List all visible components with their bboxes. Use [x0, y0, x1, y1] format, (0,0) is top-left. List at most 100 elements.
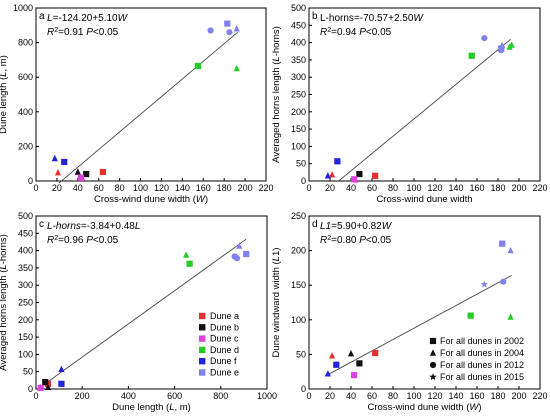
panel-b-y-tick-label: 400: [291, 38, 306, 48]
panel-a-x-tick-label: 0: [33, 183, 38, 193]
panel-d-x-tick-label: 120: [427, 391, 442, 401]
panel-b-data-point: [352, 176, 359, 183]
panel-d-x-tick-label: 40: [346, 391, 356, 401]
panel-c-legend-label: Dune c: [210, 334, 239, 344]
panel-d-y-tick-label: 50: [296, 349, 306, 359]
panel-d-legend-marker: [429, 373, 437, 381]
panel-c-x-tick-label: 600: [167, 391, 182, 401]
panel-c-y-tick-label: 500: [18, 211, 33, 221]
panel-d-stats: R2=0.80 P<0.05: [320, 235, 392, 247]
panel-b-data-point: [468, 52, 475, 59]
panel-a-data-point: [194, 62, 202, 70]
panel-c-y-tick-label: 400: [18, 246, 33, 256]
panel-d-x-tick-label: 80: [388, 391, 398, 401]
panel-b-x-tick-label: 40: [346, 183, 356, 193]
panel-d-x-tick-label: 60: [367, 391, 377, 401]
panel-a-data-point: [233, 64, 240, 72]
panel-a-fit-line: [58, 31, 239, 184]
panel-d-data-point: [372, 349, 379, 357]
panel-b-y-tick-label: 350: [291, 55, 306, 65]
panel-b-fit-line: [338, 38, 511, 182]
panel-a-x-tick-label: 120: [154, 183, 169, 193]
panel-d-y-tick-label: 250: [291, 211, 306, 221]
panel-c-legend-swatch: [199, 369, 206, 376]
panel-c-legend-swatch: [199, 346, 206, 354]
panel-c-y-tick-label: 200: [18, 315, 33, 325]
panel-a-x-tick-label: 220: [258, 183, 273, 193]
panel-b-data-point: [499, 41, 506, 49]
panel-a-x-axis-title: Cross-wind dune width (W): [94, 194, 208, 205]
panel-a-x-tick-label: 160: [196, 183, 211, 193]
panel-c-data-point: [236, 242, 243, 249]
panel-c-letter: c: [39, 219, 44, 230]
panel-d-x-tick-label: 200: [511, 391, 526, 401]
panel-d-legend-marker: [429, 337, 437, 345]
panel-d-y-axis-title: Dune windward width (L1): [271, 248, 282, 358]
panel-a-data-point: [99, 168, 107, 176]
panel-d-y-tick-label: 100: [291, 315, 306, 325]
panel-b-x-tick-label: 180: [490, 183, 505, 193]
panel-c-data-point: [58, 365, 65, 372]
panel-c-data-point: [58, 380, 65, 387]
panel-c-legend-swatch: [199, 358, 206, 365]
panel-b-y-tick-label: 100: [291, 141, 306, 151]
panel-c-legend-swatch: [199, 312, 206, 320]
panel-d-x-axis-title: Cross-wind dune width (W): [367, 402, 481, 413]
panel-c-x-tick-label: 200: [75, 391, 90, 401]
panel-c-legend-label: Dune a: [210, 311, 239, 321]
panel-a-y-tick-label: 800: [18, 38, 33, 48]
panel-c-data-point: [44, 383, 52, 390]
panel-b-letter: b: [312, 11, 318, 22]
panel-d-x-tick-label: 20: [325, 391, 335, 401]
panel-b-data-point: [356, 170, 363, 178]
panel-b-y-tick-label: 200: [291, 107, 306, 117]
panel-a-letter: a: [39, 11, 45, 22]
panel-a-data-point: [83, 170, 90, 178]
panel-d-x-tick-label: 180: [490, 391, 505, 401]
panel-a-y-tick-label: 400: [18, 107, 33, 117]
panel-c-legend-swatch: [199, 324, 206, 331]
panel-d-y-tick-label: 0: [301, 384, 306, 394]
panel-d-data-point: [507, 246, 514, 254]
panel-c-y-tick-label: 450: [18, 228, 33, 238]
panel-b-y-tick-label: 0: [301, 176, 306, 186]
panel-c-y-tick-label: 300: [18, 280, 33, 290]
panel-a-data-point: [61, 158, 68, 166]
panel-a-stats: R2=0.91 P<0.05: [47, 27, 119, 39]
panel-c-legend-label: Dune e: [210, 368, 239, 378]
panel-a-x-tick-label: 80: [115, 183, 125, 193]
panel-b-y-tick-label: 300: [291, 72, 306, 82]
panel-c-y-tick-label: 150: [18, 332, 33, 342]
panel-c-x-tick-label: 1000: [257, 391, 277, 401]
panel-c-y-tick-label: 0: [28, 384, 33, 394]
panel-a-y-tick-label: 0: [28, 176, 33, 186]
panel-d-data-point: [324, 370, 331, 377]
panel-c-legend-label: Dune d: [210, 345, 239, 355]
panel-d-x-tick-label: 140: [448, 391, 463, 401]
panel-a-data-point: [51, 154, 58, 162]
panel-c-legend-label: Dune b: [210, 322, 239, 332]
panel-d-data-point: [507, 313, 514, 320]
panel-b-x-tick-label: 60: [367, 183, 377, 193]
panel-b-data-point: [481, 35, 488, 42]
panel-b-data-point: [498, 45, 505, 52]
panel-c-y-tick-label: 350: [18, 263, 33, 273]
panel-a-x-tick-label: 180: [217, 183, 232, 193]
panel-c-x-tick-label: 0: [33, 391, 38, 401]
panel-a-y-tick-label: 200: [18, 141, 33, 151]
panel-c-y-tick-label: 50: [23, 367, 33, 377]
panel-b-data-point: [372, 172, 379, 179]
panel-d-data-point: [351, 372, 358, 379]
panel-b-y-tick-label: 50: [296, 159, 306, 169]
panel-b-x-tick-label: 160: [469, 183, 484, 193]
panel-d-data-point: [480, 280, 489, 288]
panel-a-data-point: [233, 25, 240, 32]
panel-b-y-tick-label: 250: [291, 90, 306, 100]
panel-b-x-tick-label: 100: [406, 183, 421, 193]
panel-d-y-tick-label: 150: [291, 280, 306, 290]
panel-a-equation: L=-124.20+5.10W: [47, 13, 129, 24]
panel-b-data-point: [324, 172, 331, 179]
panel-b-y-tick-label: 150: [291, 124, 306, 134]
panel-b-x-tick-label: 120: [427, 183, 442, 193]
panel-b-y-tick-label: 500: [291, 3, 306, 13]
